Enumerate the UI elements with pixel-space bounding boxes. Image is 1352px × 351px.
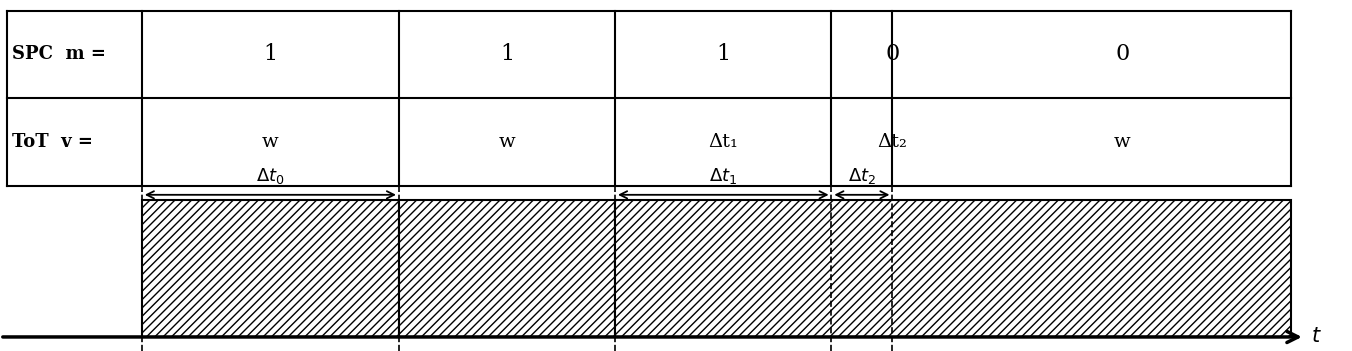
Text: 0: 0 — [886, 44, 899, 65]
Text: w: w — [499, 133, 515, 151]
Text: Δt₁: Δt₁ — [708, 133, 738, 151]
Text: SPC  m =: SPC m = — [12, 45, 105, 64]
Text: $\Delta t_1$: $\Delta t_1$ — [710, 166, 737, 186]
Text: 1: 1 — [500, 44, 514, 65]
Text: w: w — [1114, 133, 1130, 151]
Text: 1: 1 — [264, 44, 277, 65]
Text: 1: 1 — [717, 44, 730, 65]
Bar — [399, 200, 615, 337]
Text: ToT  v =: ToT v = — [12, 133, 93, 151]
Text: w: w — [262, 133, 279, 151]
Text: $\Delta t_2$: $\Delta t_2$ — [848, 166, 876, 186]
Text: $t$: $t$ — [1311, 327, 1322, 346]
Text: 0: 0 — [1115, 44, 1129, 65]
Bar — [615, 200, 1291, 337]
Text: $\Delta t_0$: $\Delta t_0$ — [256, 166, 285, 186]
Text: Δt₂: Δt₂ — [877, 133, 907, 151]
Bar — [142, 200, 399, 337]
